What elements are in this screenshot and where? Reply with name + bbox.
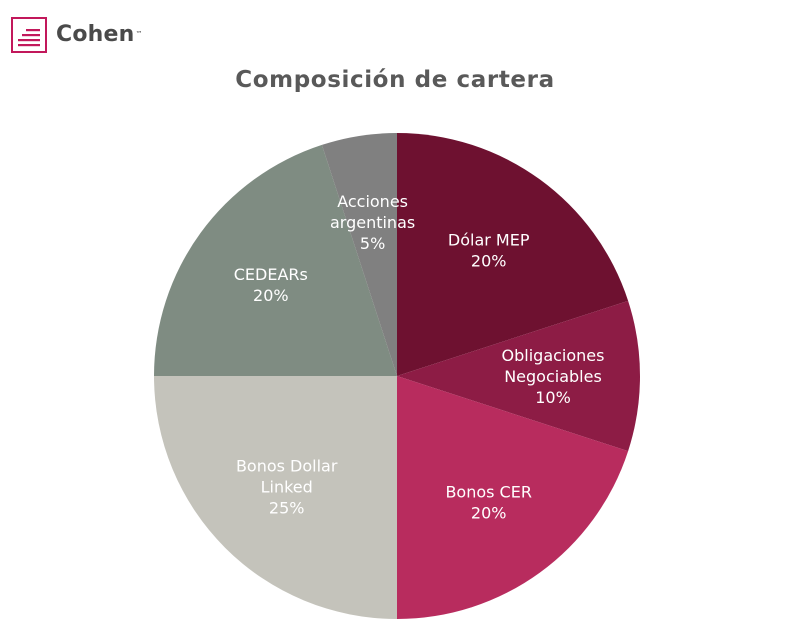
slice-value-label: 20%	[471, 504, 507, 523]
pie-slice	[154, 144, 397, 376]
slice-value-label: 25%	[269, 498, 305, 517]
brand-logo: Cohen ™	[11, 17, 143, 53]
slice-value-label: 20%	[471, 251, 507, 270]
pie-slices	[154, 133, 641, 619]
slice-category-label: Acciones	[337, 192, 408, 211]
chart-title: Composición de cartera	[235, 67, 555, 93]
slice-value-label: 20%	[253, 286, 289, 305]
pie-slice	[397, 300, 641, 452]
slice-category-label: Dólar MEP	[448, 230, 530, 249]
slice-label: Bonos Dollar Linked 25%	[236, 456, 338, 517]
cohen-logo-icon	[11, 17, 47, 53]
slice-category-label: Bonos Dollar	[236, 456, 338, 475]
pie-slice	[397, 376, 629, 619]
slice-category-label: Bonos CER	[445, 483, 532, 502]
pie-slice	[154, 376, 397, 619]
slice-label: Bonos CER 20%	[445, 483, 532, 523]
brand-trademark: ™	[135, 30, 143, 38]
slice-value-label: 5%	[360, 234, 385, 253]
slice-label: Acciones argentinas 5%	[330, 192, 415, 253]
slice-label: CEDEARs 20%	[234, 265, 308, 305]
brand-name: Cohen	[56, 22, 135, 47]
slice-label: Obligaciones Negociables 10%	[502, 346, 605, 407]
pie-slice	[397, 133, 629, 376]
pie-slice	[321, 133, 397, 376]
slice-category-label: Negociables	[504, 367, 602, 386]
slice-category-label: Linked	[261, 477, 313, 496]
slice-category-label: argentinas	[330, 213, 415, 232]
pie-labels: Dólar MEP 20% Obligaciones Negociables 10% Bo…	[234, 192, 605, 523]
slice-label: Dólar MEP 20%	[448, 230, 530, 270]
slice-value-label: 10%	[535, 388, 571, 407]
slice-category-label: Obligaciones	[502, 346, 605, 365]
slice-category-label: CEDEARs	[234, 265, 308, 284]
